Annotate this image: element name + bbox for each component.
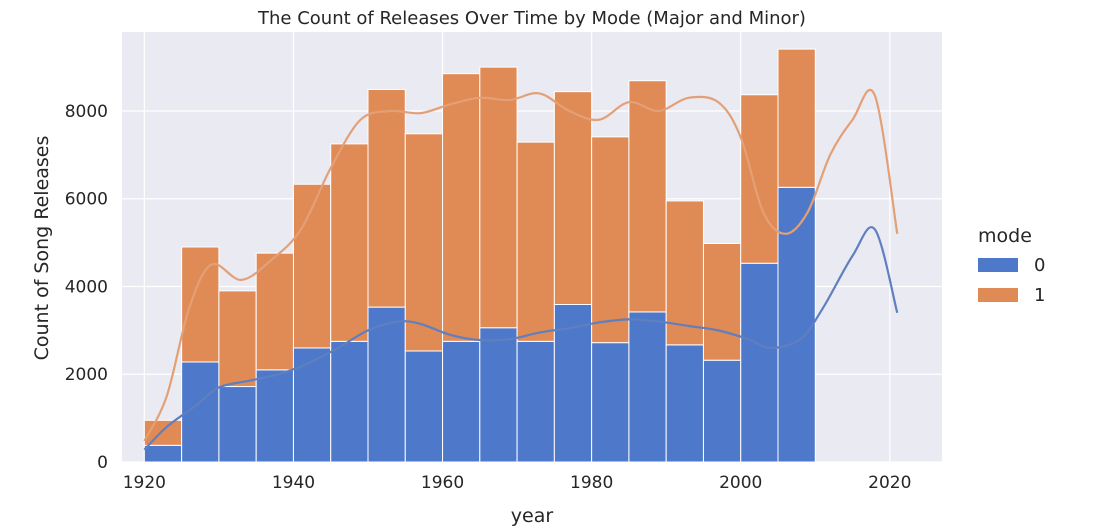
y-tick-label: 8000 [65, 102, 108, 122]
y-axis-label: Count of Song Releases [31, 136, 53, 361]
bar-mode-1 [442, 73, 481, 342]
bar-mode-1 [292, 183, 332, 349]
bar-mode-1 [553, 91, 593, 305]
bar-mode-1 [367, 88, 406, 308]
bar-mode-1 [181, 246, 220, 363]
x-tick-label: 1960 [421, 473, 464, 493]
bar-mode-0 [665, 344, 704, 463]
legend-label-mode-1: 1 [1034, 285, 1045, 306]
x-tick-label: 1980 [570, 473, 613, 493]
bar-mode-1 [740, 94, 779, 264]
bar-mode-0 [591, 342, 630, 463]
bar-mode-1 [479, 66, 518, 329]
bars [143, 48, 816, 463]
bar-mode-1 [777, 48, 816, 188]
bar-mode-0 [740, 262, 779, 463]
x-tick-label: 2000 [719, 473, 762, 493]
bar-mode-0 [442, 340, 481, 463]
y-tick-label: 4000 [65, 277, 108, 297]
bar-mode-0 [143, 444, 183, 463]
y-tick-label: 6000 [65, 190, 108, 210]
bar-mode-1 [516, 141, 555, 342]
x-tick-label: 1940 [272, 473, 315, 493]
bar-mode-0 [367, 306, 406, 463]
legend-swatch-mode-1 [978, 288, 1018, 302]
y-tick-label: 2000 [65, 365, 108, 385]
y-tick-label: 0 [97, 453, 108, 473]
legend-swatch-mode-0 [978, 258, 1018, 272]
bar-mode-1 [255, 252, 294, 371]
legend-title: mode [978, 225, 1032, 247]
bar-mode-0 [553, 303, 593, 463]
x-axis-label: year [511, 505, 554, 527]
bar-mode-0 [516, 340, 555, 463]
kde-line-mode-0 [143, 226, 899, 451]
bar-mode-0 [479, 327, 518, 463]
bar-mode-1 [591, 136, 630, 344]
bar-mode-1 [404, 133, 444, 352]
kde-line-mode-1 [143, 88, 899, 442]
bar-mode-0 [702, 359, 742, 463]
legend-label-mode-0: 0 [1034, 255, 1045, 276]
kde-lines [143, 88, 899, 451]
bar-mode-0 [330, 340, 369, 463]
bar-mode-0 [404, 350, 444, 463]
bar-mode-0 [218, 386, 257, 463]
y-tick-labels: 0 2000 4000 6000 8000 [65, 102, 108, 473]
chart-title: The Count of Releases Over Time by Mode … [257, 8, 806, 29]
bar-mode-0 [292, 347, 332, 463]
x-tick-label: 1920 [123, 473, 166, 493]
bar-mode-1 [665, 200, 704, 346]
x-tick-labels: 1920 1940 1960 1980 2000 2020 [123, 473, 912, 493]
x-tick-label: 2020 [868, 473, 911, 493]
legend: mode 0 1 [978, 225, 1045, 306]
bar-mode-0 [628, 311, 667, 463]
bar-mode-1 [143, 419, 183, 446]
bar-mode-1 [218, 290, 257, 388]
bar-mode-1 [628, 80, 667, 313]
bar-mode-1 [330, 143, 369, 342]
bar-mode-0 [255, 369, 294, 463]
bar-mode-1 [702, 242, 742, 361]
